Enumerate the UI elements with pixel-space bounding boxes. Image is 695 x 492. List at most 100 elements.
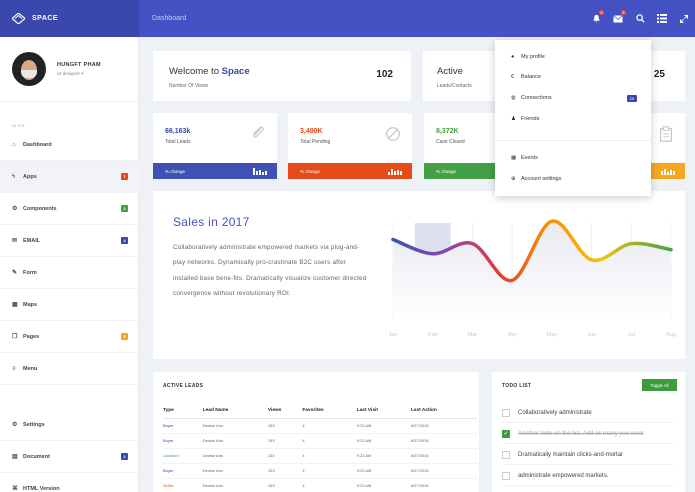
clipboard-icon — [659, 126, 673, 142]
table-cell-action: 6/27/2015 — [410, 433, 477, 449]
table-row[interactable]: Seller Denise Ann 153 4 9:23 AM 6/27/2015 — [163, 478, 477, 492]
table-cell-views: 153 — [267, 463, 303, 479]
sidebar-item-document[interactable]: ▤ Document 2 — [0, 441, 139, 473]
profile-role[interactable]: UI designer ▾ — [57, 70, 84, 76]
table-cell-type[interactable]: Seller — [163, 478, 203, 492]
menu-item-account-settings[interactable]: ⊕ Account settings — [511, 176, 561, 182]
todo-checkbox[interactable] — [502, 408, 510, 417]
table-cell-action: 6/27/2015 — [410, 448, 477, 464]
table-cell-visit: 9:23 AM — [356, 463, 411, 479]
column-header: Favorites — [302, 404, 357, 419]
messages-button[interactable]: 5 — [607, 0, 629, 37]
brand-name: SPACE — [32, 15, 59, 22]
column-header: Last Action — [410, 404, 477, 419]
bell-icon — [592, 14, 600, 23]
todo-checkbox-checked[interactable]: ✓ — [502, 429, 510, 438]
table-row[interactable]: Buyer Denise Ann 153 4 9:23 AM 6/27/2015 — [163, 433, 477, 449]
menu-item-balance[interactable]: € Balance — [511, 74, 541, 80]
table-header-row: Type Lead Name Views Favorites Last Visit Las… — [163, 404, 477, 419]
todo-item[interactable]: ✓ Another todo on the list. Add as many … — [502, 424, 674, 444]
table-cell-visit: 9:23 AM — [356, 448, 411, 464]
notifications-button[interactable]: 5 — [585, 0, 607, 37]
todo-checkbox[interactable] — [502, 471, 510, 480]
sidebar-item-form[interactable]: ✎ Form — [0, 257, 139, 289]
table-cell-fav: 4 — [302, 478, 357, 492]
sidebar-item-email[interactable]: ✉ EMAIL 4 — [0, 225, 139, 257]
sidebar-item-label: Menu — [23, 365, 38, 372]
todo-item[interactable]: Collaboratively administrate — [502, 403, 674, 423]
menu-item-events[interactable]: ▦ Events — [511, 155, 538, 161]
sales-card: Sales in 2017 Collaboratively administra… — [153, 191, 685, 359]
profile-dropdown-menu: ● My profile € Balance ◍ Connections 29 ♟ Fri… — [495, 40, 651, 196]
x-tick-label: Mar — [468, 332, 478, 338]
table-cell-type[interactable]: Buyer — [163, 463, 203, 479]
table-cell-name: Denise Ann — [202, 463, 268, 479]
table-cell-type[interactable]: Buyer — [163, 433, 203, 449]
sidebar-item-label: Dashboard — [23, 141, 52, 148]
menu-item-connections[interactable]: ◍ Connections 29 — [511, 94, 637, 102]
avatar[interactable] — [12, 52, 46, 86]
fullscreen-button[interactable] — [673, 0, 695, 37]
sales-description: Collaboratively administrate empowered m… — [173, 244, 367, 297]
todo-item[interactable]: administrate empowered markets. — [502, 466, 674, 486]
code-icon: ⌘ — [12, 486, 18, 492]
sidebar-item-apps[interactable]: ϟ Apps 7 — [0, 161, 139, 193]
stat-card-pending: 3,490K Total Pending % change — [288, 113, 412, 179]
euro-icon: € — [511, 74, 515, 80]
table-cell-type[interactable]: Buyer — [163, 418, 203, 434]
todo-checkbox[interactable] — [502, 450, 510, 459]
table-cell-type[interactable]: Landlord — [163, 448, 203, 464]
home-icon: ⌂ — [12, 141, 16, 148]
table-cell-name: Denise Ann — [202, 418, 268, 434]
sidebar-item-html-version[interactable]: ⌘ HTML Version — [0, 473, 139, 492]
sidebar-item-label: Settings — [23, 421, 45, 428]
menu-item-label: Friends — [521, 116, 540, 122]
x-tick-label: May — [547, 332, 558, 338]
todo-card: TODO LIST Toggle All Collaboratively adm… — [492, 372, 685, 492]
column-header: Type — [163, 404, 203, 419]
user-profile[interactable]: HUNGFT PHAM UI designer ▾ — [0, 37, 138, 102]
pages-badge: 5 — [121, 333, 128, 340]
stat-value: 3,490K — [300, 128, 323, 135]
menu-item-friends[interactable]: ♟ Friends — [511, 116, 539, 122]
table-cell-name: Denise Ann — [202, 448, 268, 464]
x-tick-label: Jun — [587, 332, 596, 338]
expand-icon — [680, 14, 688, 23]
menu-item-my-profile[interactable]: ● My profile — [511, 54, 545, 60]
active-title: Active — [437, 66, 463, 77]
mini-bars-icon — [661, 169, 675, 175]
sidebar-item-pages[interactable]: ❐ Pages 5 — [0, 321, 139, 353]
search-button[interactable] — [629, 0, 651, 37]
chart-area — [393, 220, 671, 321]
sidebar-item-settings[interactable]: ⚙ Settings — [0, 409, 139, 441]
table-cell-views: 153 — [267, 478, 303, 492]
todo-item[interactable]: Dramatically maintain clicks-and-mortar — [502, 445, 674, 465]
stat-change-bar: % change — [153, 163, 277, 179]
table-row[interactable]: Buyer Denise Ann 153 4 9:23 AM 6/27/2015 — [163, 463, 477, 479]
mail-icon: ✉ — [12, 238, 18, 244]
table-row[interactable]: Landlord Denise Ann 153 4 9:23 AM 6/27/2015 — [163, 448, 477, 464]
active-leads-title: ACTIVE LEADS — [163, 383, 204, 389]
sidebar-item-dashboard[interactable]: ⌂ Dashboard — [0, 129, 139, 161]
stat-change-label: % change — [436, 168, 457, 174]
apps-button[interactable] — [651, 0, 673, 37]
brand-logo[interactable]: SPACE — [0, 0, 139, 37]
search-icon — [635, 14, 645, 23]
globe-icon: ◍ — [511, 95, 516, 101]
sidebar-item-components[interactable]: ⚙ Components 3 — [0, 193, 139, 225]
table-row[interactable]: Buyer Denise Ann 153 4 9:23 AM 6/27/2015 — [163, 418, 477, 434]
sidebar-item-maps[interactable]: ▦ Maps — [0, 289, 139, 321]
toggle-all-button[interactable]: Toggle All — [642, 379, 677, 391]
x-tick-label: Jan — [389, 332, 398, 338]
settings-icon: ⊕ — [511, 176, 516, 182]
list-icon — [657, 14, 667, 23]
sidebar-item-menu[interactable]: ≡ Menu — [0, 353, 139, 385]
table-cell-name: Denise Ann — [202, 433, 268, 449]
sidebar: HUNGFT PHAM UI designer ▾ UI KIL ⌂ Dashbo… — [0, 37, 139, 492]
breadcrumb[interactable]: Dashboard — [152, 15, 187, 22]
welcome-subtitle: Number Of Views — [169, 83, 209, 89]
apps-badge: 7 — [121, 173, 128, 180]
x-tick-label: Apr — [508, 332, 517, 338]
stat-label: Total Leads — [165, 139, 191, 145]
user-icon: ● — [511, 54, 515, 60]
